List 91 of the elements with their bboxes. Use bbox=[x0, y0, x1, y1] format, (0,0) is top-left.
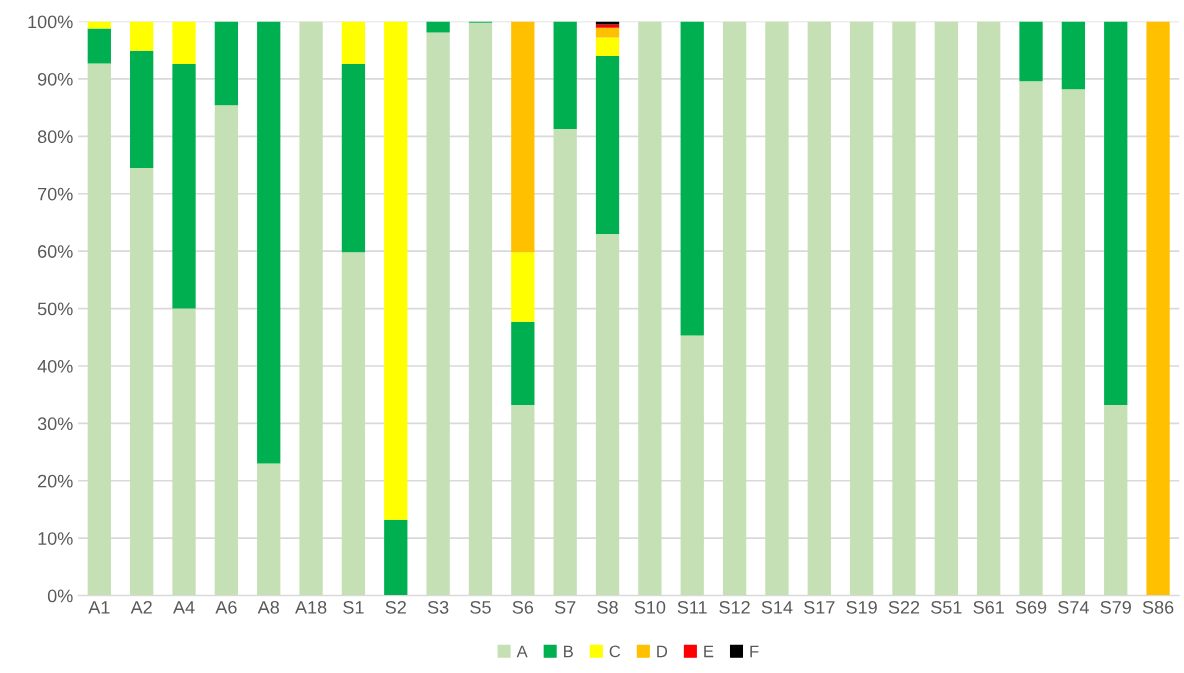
legend-label: A bbox=[516, 645, 528, 658]
x-tick-label: A18 bbox=[295, 600, 327, 614]
bar bbox=[553, 128, 577, 596]
x-tick-label: S17 bbox=[804, 600, 835, 614]
bar bbox=[892, 21, 916, 596]
x-tick-label: A1 bbox=[88, 601, 110, 614]
x-tick-label: S14 bbox=[761, 600, 793, 614]
x-tick-label: S1 bbox=[343, 600, 364, 614]
bar bbox=[553, 21, 577, 129]
bar bbox=[257, 21, 281, 464]
bar bbox=[468, 22, 493, 596]
x-tick-label: S10 bbox=[634, 600, 666, 614]
x-tick-label: S11 bbox=[677, 600, 707, 614]
legend-label: B bbox=[564, 645, 573, 658]
bar bbox=[130, 21, 154, 51]
y-tick-label: 70% bbox=[38, 187, 73, 201]
bar bbox=[638, 21, 662, 596]
x-tick-label: A6 bbox=[215, 600, 237, 614]
bar bbox=[1061, 21, 1086, 90]
bar bbox=[977, 21, 1001, 596]
x-tick-label: S12 bbox=[719, 600, 750, 614]
y-tick-label: 50% bbox=[37, 302, 73, 316]
bar bbox=[87, 63, 111, 596]
bar bbox=[511, 405, 535, 596]
bar bbox=[849, 21, 874, 596]
x-tick-label: S79 bbox=[1100, 600, 1131, 614]
x-tick-label: S51 bbox=[931, 600, 962, 614]
x-tick-label: S74 bbox=[1058, 600, 1089, 614]
x-tick-label: S86 bbox=[1142, 600, 1174, 614]
bar bbox=[722, 21, 747, 596]
y-tick-label: 30% bbox=[37, 417, 73, 431]
x-tick-label: S22 bbox=[888, 600, 920, 614]
y-tick-label: 40% bbox=[37, 359, 73, 373]
y-tick-label: 20% bbox=[38, 474, 73, 488]
bar bbox=[341, 21, 366, 65]
bar bbox=[1146, 21, 1170, 596]
bar bbox=[807, 21, 831, 596]
bar bbox=[426, 21, 450, 33]
legend-label: D bbox=[657, 645, 668, 658]
bar bbox=[257, 463, 281, 596]
bar bbox=[1061, 89, 1086, 596]
x-tick-label: A4 bbox=[173, 601, 195, 614]
bar bbox=[765, 21, 789, 596]
bar bbox=[384, 21, 408, 520]
y-tick-label: 100% bbox=[28, 15, 73, 29]
bar bbox=[595, 37, 620, 56]
bar bbox=[214, 105, 239, 596]
bar bbox=[87, 28, 111, 64]
x-tick-label: A2 bbox=[130, 600, 152, 614]
bar bbox=[172, 21, 196, 65]
bar bbox=[214, 21, 239, 106]
bar bbox=[595, 55, 620, 234]
bar bbox=[130, 50, 154, 168]
x-tick-label: S6 bbox=[512, 600, 534, 614]
y-tick-label: 60% bbox=[38, 245, 73, 258]
x-tick-label: S7 bbox=[554, 600, 576, 614]
legend-label: C bbox=[609, 645, 621, 658]
y-tick-label: 10% bbox=[38, 532, 73, 545]
bar bbox=[130, 167, 154, 596]
x-tick-label: S5 bbox=[470, 600, 491, 614]
bar bbox=[341, 252, 366, 596]
x-tick-label: S61 bbox=[973, 600, 1004, 614]
bar bbox=[511, 21, 535, 253]
bar bbox=[172, 64, 196, 309]
x-tick-label: S19 bbox=[846, 600, 877, 614]
bar bbox=[384, 519, 408, 596]
x-tick-label: S2 bbox=[385, 600, 406, 614]
bar bbox=[511, 252, 535, 322]
bar bbox=[426, 32, 450, 596]
bar bbox=[1104, 405, 1128, 596]
bar bbox=[341, 64, 366, 253]
bar bbox=[1104, 21, 1128, 406]
x-tick-label: S8 bbox=[597, 600, 618, 614]
y-tick-label: 90% bbox=[37, 72, 73, 86]
bar bbox=[511, 321, 535, 406]
bar bbox=[172, 308, 196, 596]
legend-label: F bbox=[750, 645, 759, 658]
x-tick-label: A8 bbox=[257, 600, 279, 614]
bar bbox=[680, 21, 704, 336]
bar bbox=[680, 335, 704, 596]
legend-label: E bbox=[704, 645, 714, 658]
bar bbox=[595, 27, 620, 38]
bar bbox=[299, 21, 323, 596]
y-tick-label: 80% bbox=[37, 130, 73, 144]
x-tick-label: S3 bbox=[427, 600, 449, 614]
x-tick-label: S69 bbox=[1015, 600, 1047, 614]
y-tick-label: 0% bbox=[47, 589, 73, 603]
bar bbox=[934, 21, 958, 596]
bar bbox=[1019, 21, 1043, 82]
bar bbox=[1019, 81, 1043, 596]
bar bbox=[595, 233, 620, 596]
